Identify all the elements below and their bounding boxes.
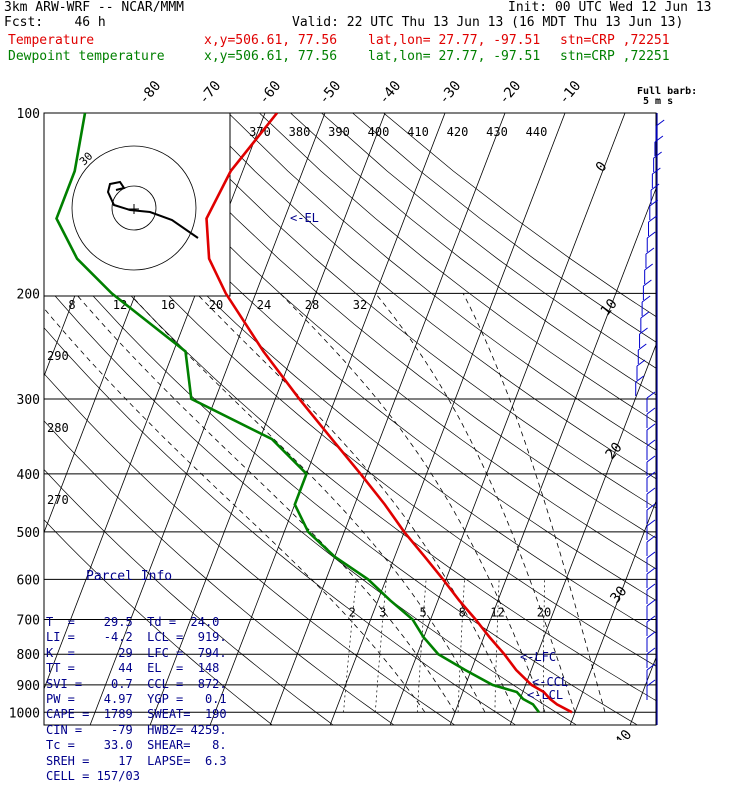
isotherm [510, 113, 740, 725]
isotherm [570, 113, 740, 725]
side-theta-label: 280 [47, 421, 69, 435]
mixing-ratio-label: 5 [420, 605, 427, 619]
theta-label: 430 [486, 125, 508, 139]
pressure-tick-label: 500 [17, 526, 40, 541]
dry-adiabat [259, 113, 740, 725]
wind-barb-flag [647, 488, 655, 494]
hodograph-ring-label: 8 [68, 298, 75, 312]
isotherm [690, 113, 740, 725]
temperature-tick-label: 10 [598, 296, 621, 319]
theta-label: 370 [249, 125, 271, 139]
level-marker: <-LFC [520, 650, 556, 664]
level-marker: <-EL [290, 211, 319, 225]
parcel-row: SREH = 17 LAPSE= 6.3 [46, 754, 230, 769]
wind-barb-flag [647, 408, 655, 414]
parcel-row: LI = -4.2 LCL = 919. [46, 630, 230, 645]
hodograph-ring-label: 28 [305, 298, 319, 312]
wind-barb-flag [647, 664, 655, 670]
hodograph-ring-label: 20 [209, 298, 223, 312]
wind-barb-flag [647, 600, 655, 606]
mixing-ratio-label: 3 [379, 605, 386, 619]
dry-adiabat [291, 113, 740, 725]
pressure-tick-label: 900 [17, 679, 40, 694]
pressure-tick-label: 100 [17, 107, 40, 122]
dry-adiabat [197, 113, 740, 725]
side-theta-label: 270 [47, 493, 69, 507]
parcel-row: Tc = 33.0 SHEAR= 8. [46, 738, 230, 753]
side-theta-label: 290 [47, 349, 69, 363]
theta-label: 400 [368, 125, 390, 139]
theta-label: 390 [328, 125, 350, 139]
wind-barb-flag [647, 536, 655, 542]
parcel-row: PW = 4.97 YGP = 0.1 [46, 692, 230, 707]
temperature-tick-label: -50 [316, 78, 345, 108]
mixing-ratio-label: 2 [349, 605, 356, 619]
pressure-tick-label: 700 [17, 613, 40, 628]
isotherm [210, 113, 445, 725]
pressure-tick-label: 600 [17, 573, 40, 588]
temperature-tick-label: -30 [436, 78, 465, 108]
temperature-tick-label: -20 [496, 78, 525, 108]
temperature-tick-label: 30 [607, 583, 630, 606]
wind-barb-flag [647, 392, 655, 398]
wind-barb-flag [647, 648, 655, 654]
barb-legend-units: 5 m s [643, 96, 673, 107]
wind-barb-flag [647, 456, 655, 462]
parcel-row: K = 29 LFC = 794. [46, 646, 230, 661]
theta-label: 380 [289, 125, 311, 139]
theta-label: 440 [526, 125, 548, 139]
isotherm [0, 113, 25, 725]
mixing-ratio-label: 20 [537, 605, 551, 619]
hodograph-ring-label: 16 [161, 298, 175, 312]
wind-barb-flag [647, 440, 655, 446]
pressure-tick-label: 300 [17, 393, 40, 408]
parcel-title: Parcel Info [46, 569, 230, 584]
wind-barb-flag [647, 552, 655, 558]
temperature-tick-label: -10 [556, 78, 585, 108]
hodograph-ring-label: 32 [353, 298, 367, 312]
parcel-row: CELL = 157/03 [46, 769, 230, 784]
temperature-tick-label: -80 [136, 78, 165, 108]
pressure-tick-label: 1000 [9, 706, 40, 721]
pressure-tick-label: 400 [17, 468, 40, 483]
temperature-tick-label: 40 [612, 727, 635, 740]
dry-adiabat [322, 113, 740, 725]
wind-barb-flag [647, 568, 655, 574]
mixing-ratio-line [417, 579, 426, 712]
temperature-profile [207, 113, 573, 712]
parcel-row: SVI = 0.7 CCL = 872. [46, 677, 230, 692]
wind-barb-flag [647, 584, 655, 590]
wind-barb-flag [647, 632, 655, 638]
pressure-tick-label: 200 [17, 287, 40, 302]
parcel-row: T = 29.5 Td = 24.0 [46, 615, 230, 630]
temperature-tick-label: -70 [196, 78, 225, 108]
wind-barb-flag [647, 424, 655, 430]
isotherm [330, 113, 565, 725]
parcel-row: CIN = -79 HWBZ= 4259. [46, 723, 230, 738]
temperature-tick-label: 20 [603, 440, 626, 463]
isotherm [270, 113, 505, 725]
mixing-ratio-line [375, 579, 386, 712]
mixing-ratio-label: 12 [490, 605, 504, 619]
parcel-row: CAPE = 1789 SWEAT= 190 [46, 707, 230, 722]
theta-label: 410 [407, 125, 429, 139]
mixing-ratio-line [344, 579, 357, 712]
theta-label: 420 [447, 125, 469, 139]
parcel-row: TT = 44 EL = 148 [46, 661, 230, 676]
pressure-tick-label: 800 [17, 648, 40, 663]
isotherm [390, 113, 625, 725]
temperature-tick-label: 0 [593, 159, 611, 176]
temperature-tick-label: -60 [256, 78, 285, 108]
temperature-tick-label: -40 [376, 78, 405, 108]
hodograph-ring-label: 24 [257, 298, 271, 312]
